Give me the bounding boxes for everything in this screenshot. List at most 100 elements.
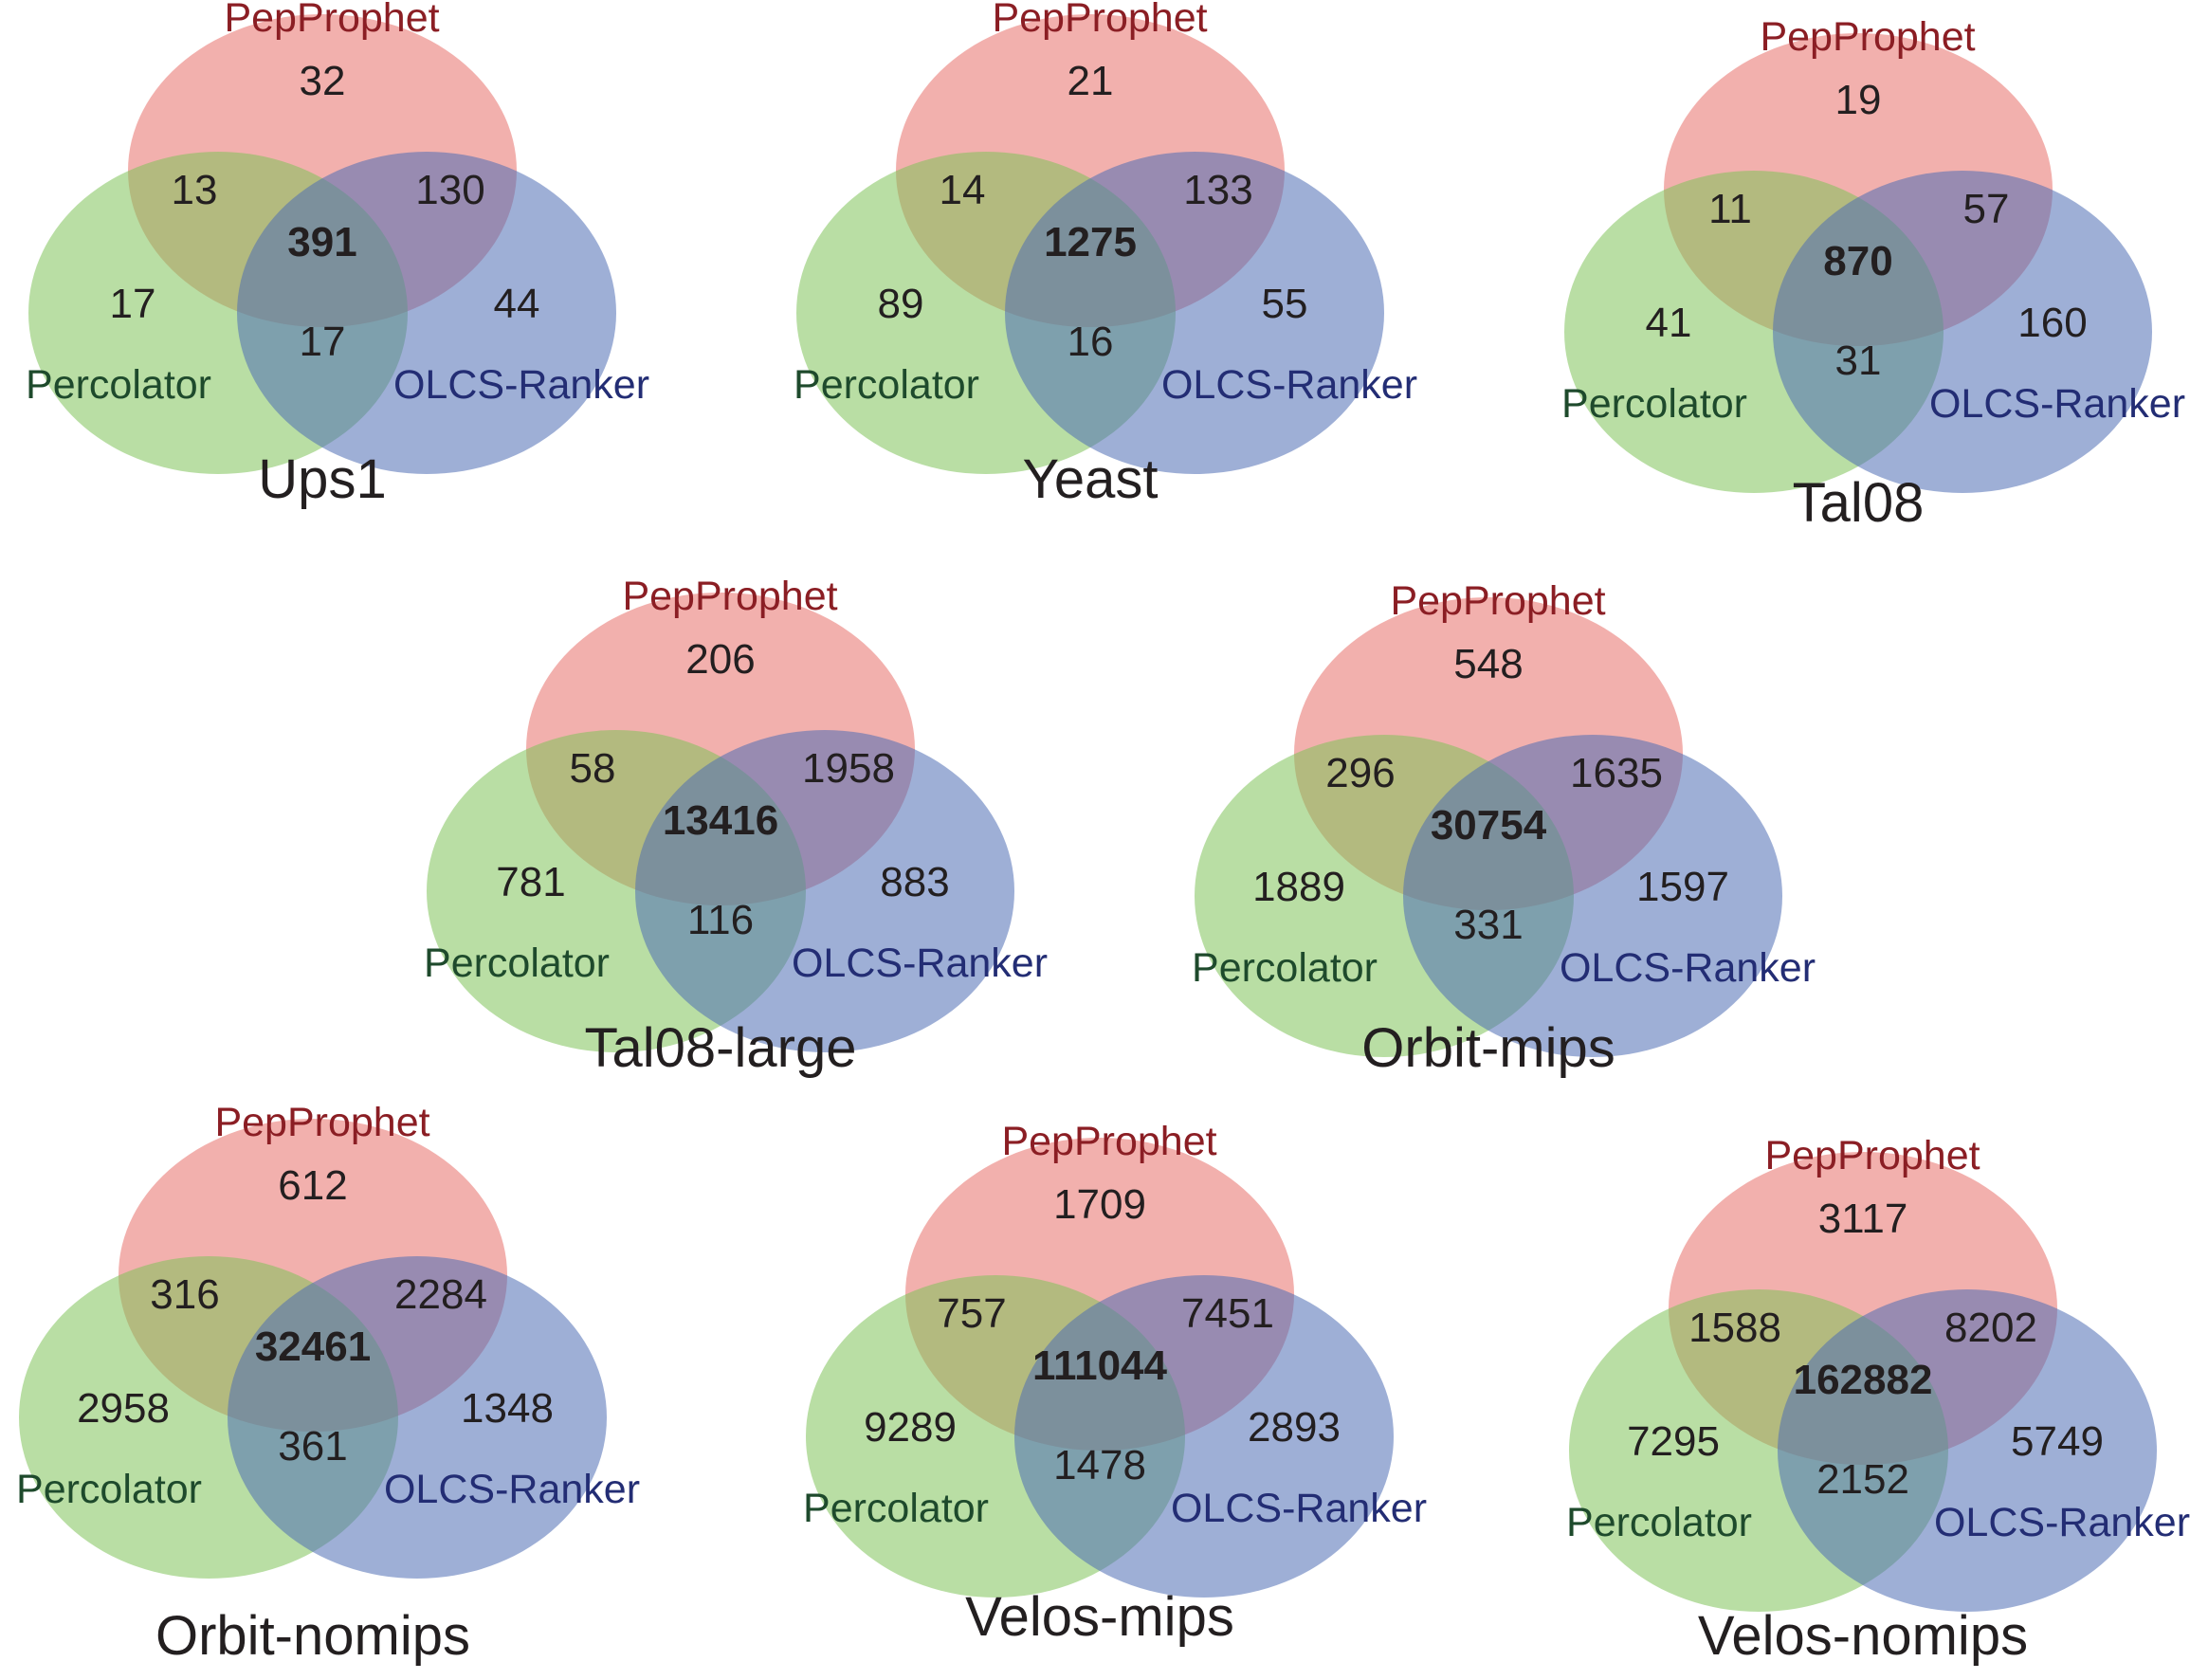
region-pepprophet-percolator: 1588	[1688, 1305, 1781, 1351]
pepprophet-label: PepProphet	[224, 0, 439, 41]
region-percolator-olcs: 331	[1453, 902, 1523, 948]
region-percolator-olcs: 17	[300, 319, 346, 365]
pepprophet-label: PepProphet	[1390, 578, 1605, 624]
region-pepprophet-olcs: 57	[1963, 186, 2010, 232]
region-percolator-olcs: 31	[1835, 338, 1882, 384]
olcs-ranker-label: OLCS-Ranker	[792, 940, 1048, 986]
region-pepprophet-olcs: 1635	[1570, 750, 1663, 796]
region-pepprophet-percolator: 13	[172, 167, 218, 213]
region-percolator-only: 9289	[864, 1404, 957, 1451]
diagram-title: Tal08-large	[585, 1017, 857, 1079]
pepprophet-label: PepProphet	[1760, 14, 1975, 60]
venn-diagram-velos-nomips: PepProphet Percolator OLCS-Ranker 3117 1588 8…	[1566, 1133, 2190, 1612]
region-olcs-only: 2893	[1248, 1404, 1341, 1451]
region-pepprophet-only: 3117	[1818, 1196, 1908, 1242]
diagram-title: Ups1	[258, 448, 386, 510]
region-pepprophet-only: 21	[1068, 58, 1114, 104]
region-percolator-only: 1889	[1252, 864, 1345, 910]
percolator-label: Percolator	[1566, 1500, 1752, 1545]
percolator-label: Percolator	[26, 362, 211, 408]
region-percolator-only: 41	[1646, 300, 1692, 346]
region-percolator-only: 781	[496, 859, 565, 905]
olcs-ranker-set-ellipse	[635, 730, 1014, 1052]
region-olcs-only: 883	[880, 859, 949, 905]
region-pepprophet-only: 19	[1835, 77, 1882, 123]
region-pepprophet-only: 548	[1453, 641, 1523, 687]
region-all-three: 32461	[255, 1324, 371, 1370]
olcs-ranker-label: OLCS-Ranker	[393, 362, 649, 408]
region-percolator-only: 89	[878, 281, 924, 327]
venn-diagram-orbit-mips: PepProphet Percolator OLCS-Ranker 548 296 163…	[1192, 578, 1816, 1057]
region-pepprophet-percolator: 58	[570, 745, 616, 792]
region-all-three: 111044	[1032, 1342, 1167, 1389]
region-pepprophet-olcs: 7451	[1181, 1290, 1274, 1337]
diagram-title: Velos-mips	[965, 1586, 1234, 1648]
region-pepprophet-only: 206	[685, 636, 755, 683]
diagram-title: Tal08	[1793, 472, 1925, 534]
region-percolator-only: 7295	[1627, 1418, 1720, 1465]
region-pepprophet-olcs: 2284	[394, 1271, 487, 1318]
region-pepprophet-only: 32	[300, 58, 346, 104]
olcs-ranker-label: OLCS-Ranker	[1934, 1500, 2190, 1545]
region-all-three: 162882	[1794, 1357, 1933, 1403]
region-pepprophet-olcs: 130	[415, 167, 484, 213]
region-pepprophet-percolator: 757	[937, 1290, 1006, 1337]
olcs-ranker-set-ellipse	[1014, 1275, 1394, 1598]
region-olcs-only: 1348	[461, 1385, 554, 1432]
venn-diagram-ups1: PepProphet Percolator OLCS-Ranker 32 13 130 39…	[26, 0, 649, 474]
region-pepprophet-olcs: 8202	[1944, 1305, 2037, 1351]
region-percolator-olcs: 361	[278, 1423, 347, 1470]
region-pepprophet-percolator: 14	[940, 167, 986, 213]
region-pepprophet-percolator: 11	[1708, 186, 1752, 232]
percolator-label: Percolator	[1561, 381, 1747, 427]
region-percolator-olcs: 2152	[1816, 1456, 1909, 1503]
region-percolator-olcs: 1478	[1053, 1442, 1146, 1488]
region-pepprophet-only: 612	[278, 1162, 347, 1209]
olcs-ranker-label: OLCS-Ranker	[384, 1467, 640, 1512]
venn-diagram-velos-mips: PepProphet Percolator OLCS-Ranker 1709 757 74…	[803, 1119, 1427, 1598]
diagram-title: Orbit-nomips	[155, 1605, 470, 1667]
olcs-ranker-label: OLCS-Ranker	[1560, 945, 1816, 991]
region-olcs-only: 44	[494, 281, 540, 327]
region-percolator-only: 2958	[77, 1385, 170, 1432]
diagram-title: Yeast	[1023, 448, 1159, 510]
pepprophet-label: PepProphet	[622, 574, 837, 619]
pepprophet-label: PepProphet	[1001, 1119, 1216, 1164]
region-pepprophet-percolator: 296	[1325, 750, 1395, 796]
venn-diagram-tal08-large: PepProphet Percolator OLCS-Ranker 206 58 1958…	[424, 574, 1048, 1052]
region-all-three: 1275	[1044, 219, 1137, 265]
diagram-title: Velos-nomips	[1698, 1605, 2028, 1667]
olcs-ranker-set-ellipse	[1778, 1289, 2157, 1612]
region-olcs-only: 160	[2017, 300, 2087, 346]
region-pepprophet-olcs: 1958	[802, 745, 895, 792]
venn-diagram-yeast: PepProphet Percolator OLCS-Ranker 21 14 133 12…	[794, 0, 1417, 474]
olcs-ranker-set-ellipse	[1005, 152, 1384, 474]
region-all-three: 13416	[663, 797, 778, 844]
diagram-title: Orbit-mips	[1361, 1017, 1615, 1079]
region-all-three: 30754	[1431, 802, 1547, 849]
pepprophet-label: PepProphet	[214, 1100, 429, 1145]
region-pepprophet-percolator: 316	[150, 1271, 219, 1318]
region-olcs-only: 1597	[1636, 864, 1729, 910]
region-pepprophet-olcs: 133	[1183, 167, 1252, 213]
olcs-ranker-label: OLCS-Ranker	[1929, 381, 2185, 427]
venn-diagram-tal08: PepProphet Percolator OLCS-Ranker 19 11 57 870…	[1561, 14, 2185, 493]
region-percolator-only: 17	[110, 281, 156, 327]
region-olcs-only: 55	[1262, 281, 1308, 327]
region-all-three: 391	[287, 219, 356, 265]
region-pepprophet-only: 1709	[1053, 1181, 1146, 1228]
olcs-ranker-label: OLCS-Ranker	[1171, 1486, 1427, 1531]
percolator-label: Percolator	[803, 1486, 989, 1531]
olcs-ranker-label: OLCS-Ranker	[1161, 362, 1417, 408]
region-olcs-only: 5749	[2011, 1418, 2104, 1465]
olcs-ranker-set-ellipse	[1403, 735, 1782, 1057]
percolator-label: Percolator	[16, 1467, 202, 1512]
olcs-ranker-set-ellipse	[237, 152, 616, 474]
percolator-label: Percolator	[424, 940, 610, 986]
pepprophet-label: PepProphet	[992, 0, 1207, 41]
region-percolator-olcs: 116	[687, 897, 754, 943]
region-all-three: 870	[1823, 238, 1892, 284]
olcs-ranker-set-ellipse	[228, 1256, 607, 1579]
olcs-ranker-set-ellipse	[1773, 171, 2152, 493]
